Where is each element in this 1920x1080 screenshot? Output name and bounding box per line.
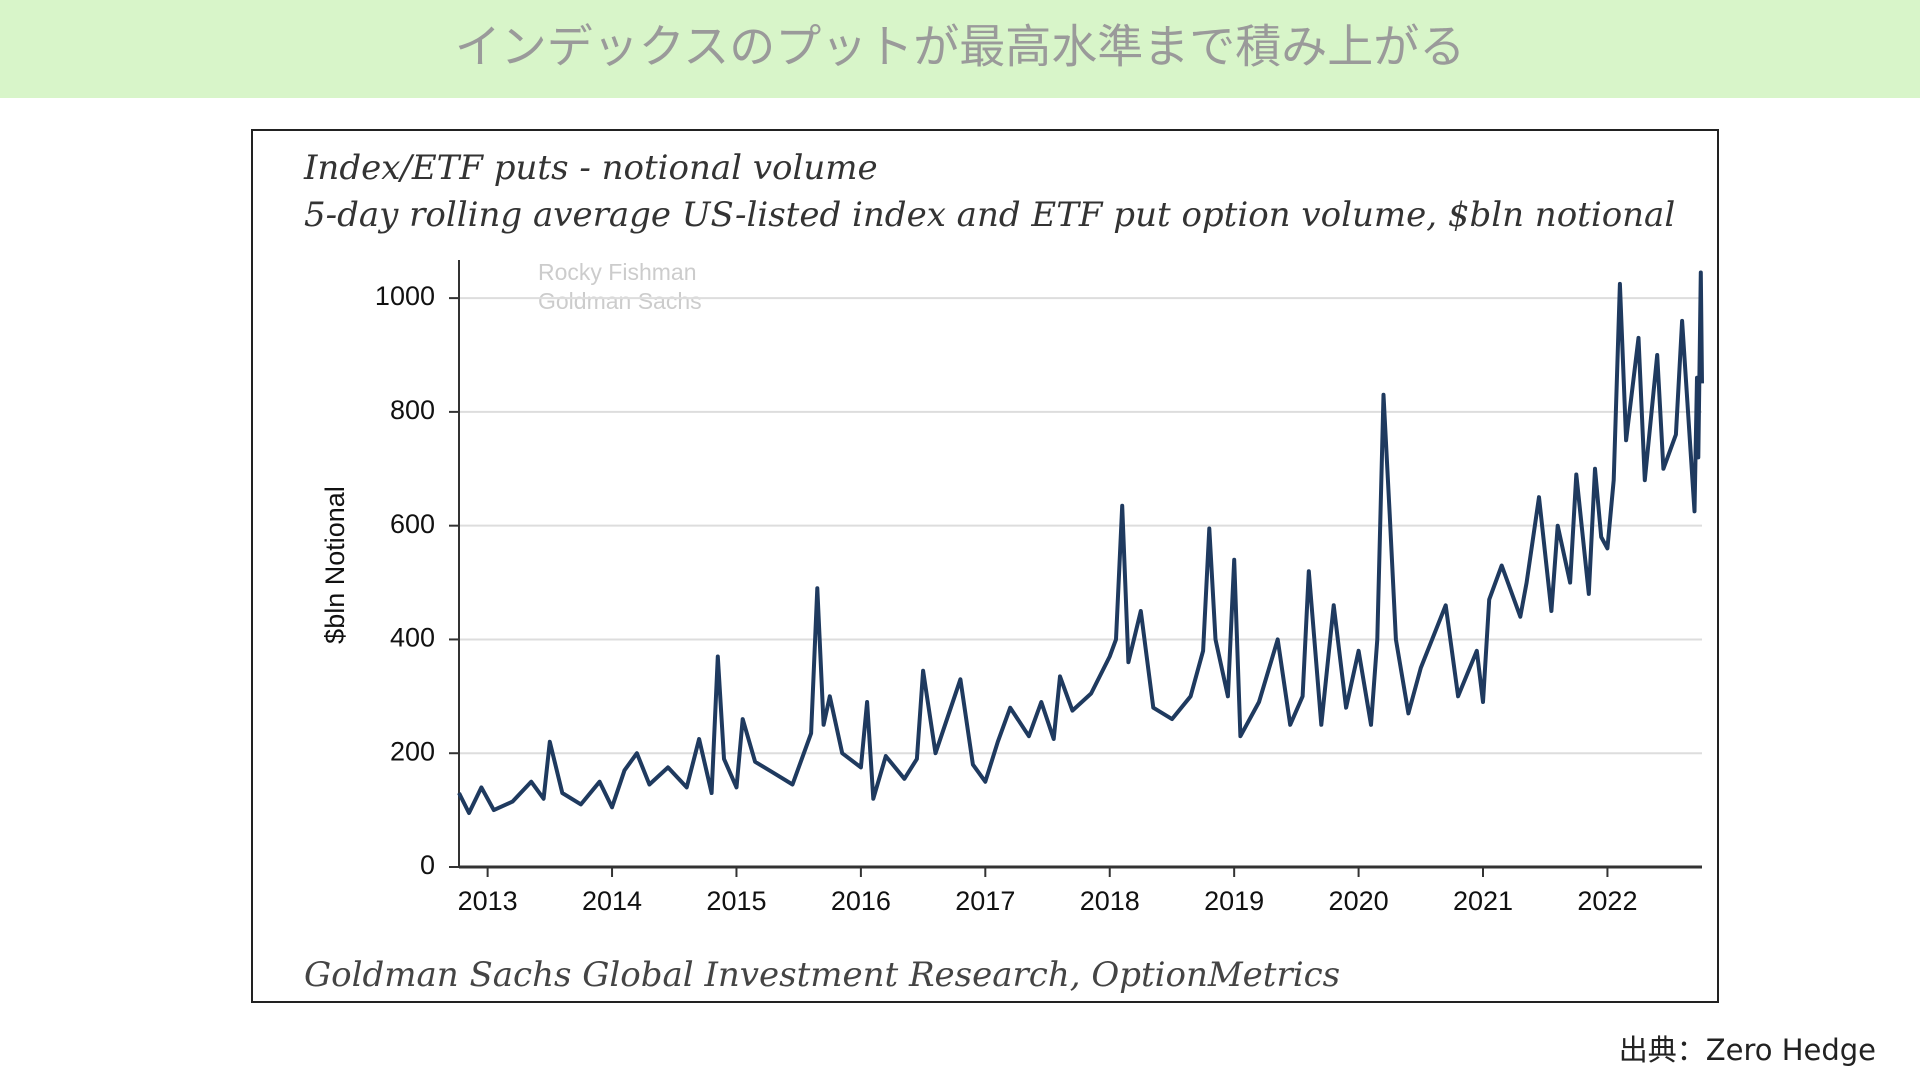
- header-title: インデックスのプットが最高水準まで積み上がる: [455, 20, 1466, 74]
- y-tick-label: 200: [390, 736, 435, 766]
- source-note: Goldman Sachs Global Investment Research…: [304, 955, 1340, 995]
- x-tick-label: 2021: [1453, 886, 1513, 916]
- x-tick-label: 2014: [582, 886, 642, 916]
- y-tick-label: 800: [390, 395, 435, 425]
- y-tick-label: 0: [420, 850, 435, 880]
- x-tick-label: 2020: [1329, 886, 1389, 916]
- y-tick-label: 600: [390, 509, 435, 539]
- x-tick-label: 2019: [1204, 886, 1264, 916]
- y-tick-label: 400: [390, 623, 435, 653]
- chart-title: Index/ETF puts - notional volume: [303, 148, 878, 188]
- data-line: [457, 270, 1704, 815]
- x-tick-label: 2015: [706, 886, 766, 916]
- watermark: Goldman Sachs: [538, 288, 702, 314]
- y-axis-label: $bln Notional: [320, 486, 350, 644]
- x-tick-label: 2016: [831, 886, 891, 916]
- header-band: [0, 0, 1920, 98]
- watermark: Rocky Fishman: [538, 259, 696, 285]
- x-tick-label: 2022: [1577, 886, 1637, 916]
- x-tick-label: 2018: [1080, 886, 1140, 916]
- x-tick-label: 2017: [955, 886, 1015, 916]
- chart-frame: [251, 129, 1719, 1003]
- y-tick-label: 1000: [375, 281, 435, 311]
- footer-credit: 出典：Zero Hedge: [1619, 1033, 1876, 1067]
- x-tick-label: 2013: [458, 886, 518, 916]
- chart-subtitle: 5-day rolling average US-listed index an…: [304, 195, 1675, 235]
